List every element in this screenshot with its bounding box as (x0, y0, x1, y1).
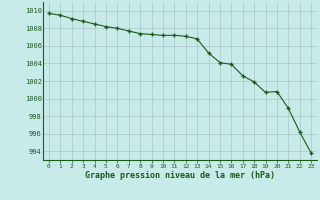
X-axis label: Graphe pression niveau de la mer (hPa): Graphe pression niveau de la mer (hPa) (85, 171, 275, 180)
